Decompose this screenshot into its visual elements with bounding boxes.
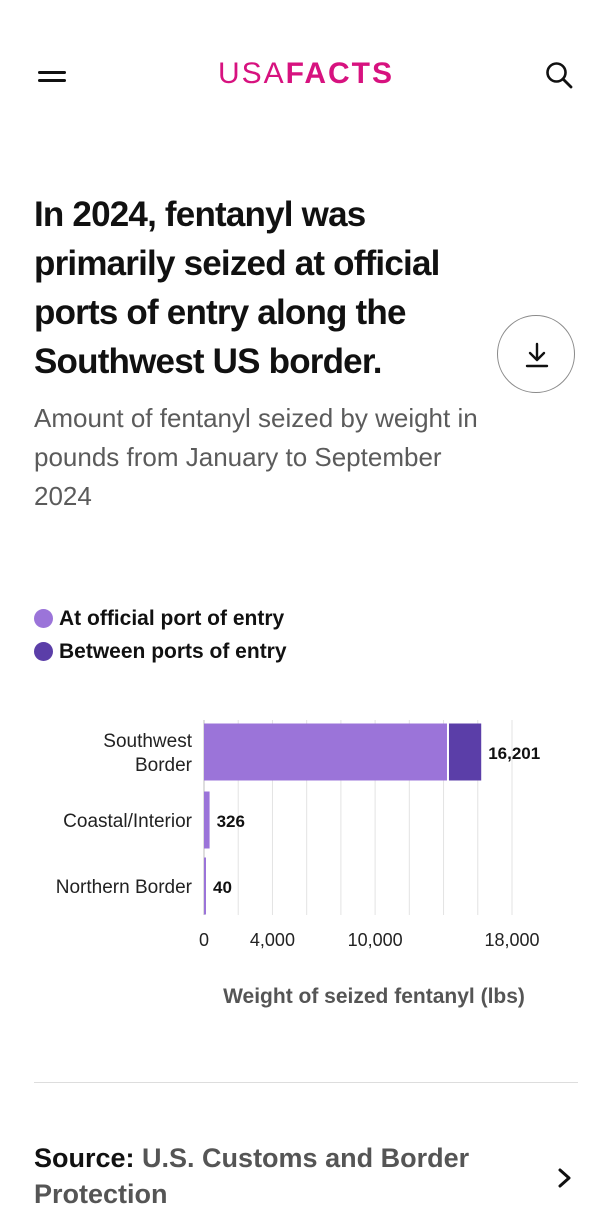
- data-label: 40: [213, 878, 232, 897]
- tick-label: 0: [199, 930, 209, 950]
- bar-between-ports: [448, 723, 482, 781]
- source-citation: Source: U.S. Customs and Border Protecti…: [34, 1140, 504, 1212]
- legend-label-official-port: At official port of entry: [59, 606, 285, 630]
- hamburger-icon-bar: [38, 79, 66, 82]
- logo-text-bold: FACTS: [285, 57, 395, 90]
- category-label: Border: [135, 755, 193, 776]
- category-label: Northern Border: [56, 877, 193, 898]
- usafacts-logo[interactable]: USAFACTS: [0, 56, 612, 92]
- logo-text-light: USA: [217, 57, 286, 90]
- data-label: 16,201: [488, 744, 540, 763]
- tick-label: 10,000: [348, 930, 403, 950]
- chart-subtitle: Amount of fentanyl seized by weight in p…: [34, 403, 478, 511]
- bar-official-port: [204, 791, 210, 849]
- site-header: USAFACTS: [0, 0, 612, 150]
- download-button[interactable]: [497, 315, 575, 393]
- source-link[interactable]: U.S. Customs and Border Protection: [34, 1143, 470, 1209]
- download-icon: [525, 342, 549, 368]
- legend-item-official-port: At official port of entry: [34, 602, 287, 635]
- search-icon: [546, 62, 573, 89]
- tick-label: 4,000: [250, 930, 295, 950]
- chevron-right-icon: [558, 1168, 571, 1188]
- hamburger-icon: [38, 71, 66, 74]
- page-title: In 2024, fentanyl was primarily seized a…: [34, 195, 440, 381]
- data-label: 326: [217, 812, 245, 831]
- section-divider: [34, 1082, 578, 1083]
- legend-label-between-ports: Between ports of entry: [59, 639, 287, 663]
- source-label: Source:: [34, 1143, 135, 1173]
- legend-item-between-ports: Between ports of entry: [34, 635, 287, 668]
- category-label: Southwest: [103, 731, 192, 752]
- legend-swatch-official-port: [34, 609, 53, 628]
- bar-chart: 16,201 Southwest Border 326 Coastal/Interior…: [56, 720, 540, 1008]
- category-label: Coastal/Interior: [63, 811, 193, 832]
- chart-legend: At official port of entry Between ports …: [34, 602, 287, 668]
- bar-official-port: [204, 857, 206, 915]
- source-expand-button[interactable]: [555, 1166, 575, 1190]
- bar-official-port: [204, 723, 447, 781]
- x-axis-title: Weight of seized fentanyl (lbs): [223, 985, 525, 1008]
- tick-label: 18,000: [484, 930, 539, 950]
- menu-button[interactable]: [38, 64, 68, 86]
- search-button[interactable]: [544, 60, 574, 90]
- legend-swatch-between-ports: [34, 642, 53, 661]
